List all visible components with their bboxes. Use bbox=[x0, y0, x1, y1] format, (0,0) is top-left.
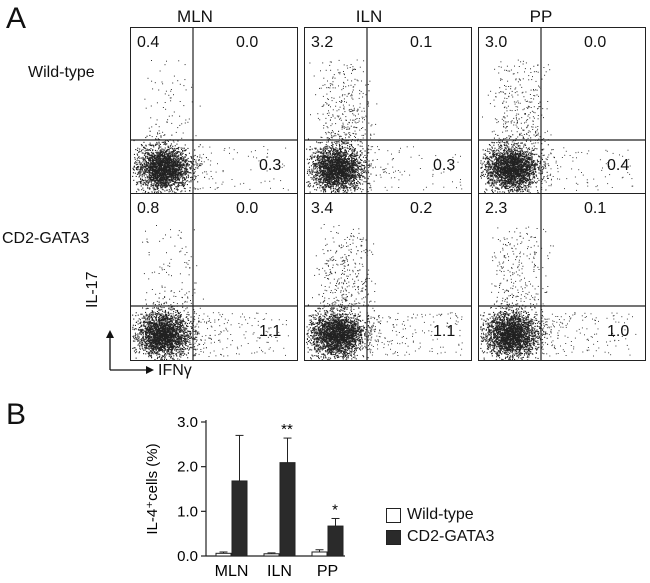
y-axis-title: IL-4⁺cells (%) bbox=[144, 443, 161, 534]
bar-cd2-gata3-pp bbox=[327, 525, 344, 557]
bar-wild-type-mln bbox=[215, 552, 232, 557]
bar-cd2-gata3-mln bbox=[231, 480, 248, 557]
flow-plot-cd2-gata3-iln: 3.4 0.2 1.1 bbox=[304, 193, 472, 361]
column-title-iln: ILN bbox=[355, 7, 383, 26]
quadrant-upper-left-value: 3.4 bbox=[311, 200, 334, 217]
quadrant-upper-left-value: 2.3 bbox=[485, 200, 508, 217]
quadrant-upper-right-value: 0.1 bbox=[410, 34, 433, 51]
events bbox=[132, 225, 289, 360]
significance-marker: * bbox=[332, 501, 338, 518]
dot-cloud bbox=[305, 28, 471, 194]
quadrant-upper-left-value: 0.8 bbox=[137, 200, 160, 217]
row-label-cd2-gata3: CD2-GATA3 bbox=[2, 230, 90, 247]
flow-plot-cd2-gata3-pp: 2.3 0.1 1.0 bbox=[478, 193, 646, 361]
legend-swatch-wild-type bbox=[386, 507, 401, 523]
x-tick-label: MLN bbox=[215, 563, 249, 580]
column-title-pp: PP bbox=[529, 7, 553, 26]
events bbox=[132, 60, 289, 194]
dot-cloud bbox=[131, 28, 297, 194]
quadrant-lower-right-value: 0.4 bbox=[607, 157, 630, 174]
bar-cd2-gata3-iln bbox=[279, 462, 296, 557]
flow-plot-wild-type-iln: 3.2 0.1 0.3 bbox=[304, 27, 472, 195]
quadrant-upper-right-value: 0.1 bbox=[584, 200, 607, 217]
y-tick-label: 0.0 bbox=[177, 548, 198, 565]
y-axis-label-il17: IL-17 bbox=[84, 271, 101, 308]
quadrant-upper-right-value: 0.2 bbox=[410, 200, 433, 217]
legend: Wild-type CD2-GATA3 bbox=[386, 505, 546, 547]
x-tick-label: PP bbox=[317, 563, 338, 580]
quadrant-lower-right-value: 1.0 bbox=[607, 323, 630, 340]
events bbox=[306, 59, 463, 194]
quadrant-upper-left-value: 3.0 bbox=[485, 34, 508, 51]
x-axis-arrowhead bbox=[146, 366, 154, 374]
legend-item-wild-type: Wild-type bbox=[386, 505, 546, 525]
legend-label-cd2-gata3: CD2-GATA3 bbox=[407, 528, 495, 545]
dot-cloud bbox=[479, 28, 645, 194]
quadrant-upper-right-value: 0.0 bbox=[236, 34, 259, 51]
flow-plot-wild-type-mln: 0.4 0.0 0.3 bbox=[130, 27, 298, 195]
bar-wild-type-pp bbox=[311, 551, 328, 557]
quadrant-lower-right-value: 0.3 bbox=[259, 157, 282, 174]
panel-label-b: B bbox=[6, 398, 27, 431]
bar-chart: IL-4⁺cells (%) 0.0 1.0 2.0 3.0 MLN ** ILN * PP bbox=[144, 414, 345, 580]
y-tick-label: 3.0 bbox=[177, 414, 198, 431]
quadrant-upper-right-value: 0.0 bbox=[584, 34, 607, 51]
x-axis-label-ifng: IFNγ bbox=[158, 362, 192, 379]
x-tick-label: ILN bbox=[267, 563, 292, 580]
quadrant-lower-right-value: 1.1 bbox=[433, 323, 456, 340]
flow-plot-wild-type-pp: 3.0 0.0 0.4 bbox=[478, 27, 646, 195]
dot-cloud bbox=[479, 194, 645, 360]
legend-label-wild-type: Wild-type bbox=[407, 506, 474, 523]
quadrant-upper-left-value: 0.4 bbox=[137, 34, 160, 51]
y-tick-label: 1.0 bbox=[177, 503, 198, 520]
events bbox=[480, 59, 634, 194]
events bbox=[480, 226, 637, 360]
legend-item-cd2-gata3: CD2-GATA3 bbox=[386, 527, 546, 547]
quadrant-lower-right-value: 1.1 bbox=[259, 323, 282, 340]
significance-marker: ** bbox=[281, 421, 293, 438]
bar-wild-type-iln bbox=[263, 553, 280, 557]
quadrant-lower-right-value: 0.3 bbox=[433, 157, 456, 174]
quadrant-upper-left-value: 3.2 bbox=[311, 34, 334, 51]
panel-label-a: A bbox=[6, 2, 27, 35]
y-tick-label: 2.0 bbox=[177, 459, 198, 476]
quadrant-upper-right-value: 0.0 bbox=[236, 200, 259, 217]
dot-cloud bbox=[305, 194, 471, 360]
column-title-mln: MLN bbox=[177, 7, 213, 26]
dot-cloud bbox=[131, 194, 297, 360]
y-axis-arrowhead bbox=[106, 330, 114, 338]
legend-swatch-cd2-gata3 bbox=[386, 529, 401, 545]
flow-plot-cd2-gata3-mln: 0.8 0.0 1.1 bbox=[130, 193, 298, 361]
row-label-wild-type: Wild-type bbox=[28, 64, 95, 81]
axis-arrows bbox=[106, 330, 154, 374]
